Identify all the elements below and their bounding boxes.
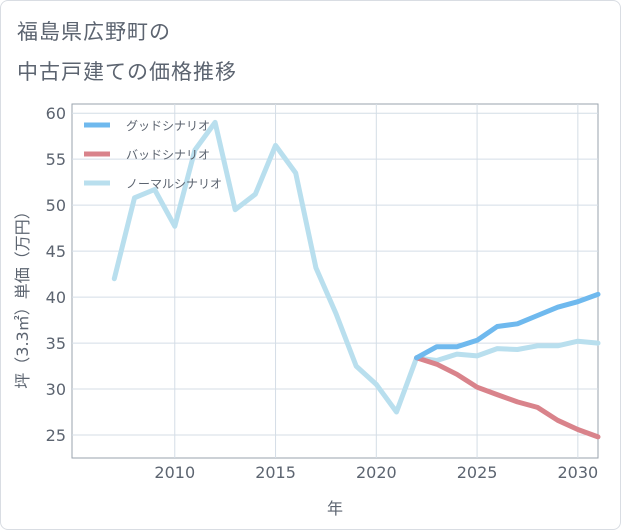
x-tick-label: 2020 (356, 463, 397, 482)
chart-title-line1: 福島県広野町の (17, 20, 171, 44)
y-tick-label: 25 (46, 426, 66, 445)
y-tick-label: 50 (46, 196, 66, 215)
y-tick-label: 35 (46, 334, 66, 353)
y-axis-ticks: 25 30 35 40 45 50 55 60 (46, 104, 66, 445)
x-tick-label: 2030 (557, 463, 598, 482)
series-line (111, 119, 601, 415)
x-tick-label: 2025 (457, 463, 498, 482)
legend-label: ノーマルシナリオ (126, 177, 222, 191)
x-axis-title: 年 (327, 499, 343, 518)
series-line (414, 355, 601, 440)
legend-label: バッドシナリオ (126, 148, 210, 162)
y-tick-label: 30 (46, 380, 66, 399)
y-tick-label: 45 (46, 242, 66, 261)
y-tick-label: 60 (46, 104, 66, 123)
chart-title-line2: 中古戸建ての価格推移 (17, 60, 237, 84)
x-tick-label: 2010 (154, 463, 195, 482)
series-lines (111, 119, 601, 440)
y-tick-label: 40 (46, 288, 66, 307)
legend-label: グッドシナリオ (126, 119, 210, 133)
x-axis-ticks: 2010 2015 2020 2025 2030 (154, 463, 598, 482)
x-tick-label: 2015 (255, 463, 296, 482)
y-tick-label: 55 (46, 150, 66, 169)
grid-lines (72, 104, 598, 458)
series-line (414, 291, 601, 361)
y-axis-title: 坪（3.3㎡）単価（万円） (13, 203, 32, 388)
